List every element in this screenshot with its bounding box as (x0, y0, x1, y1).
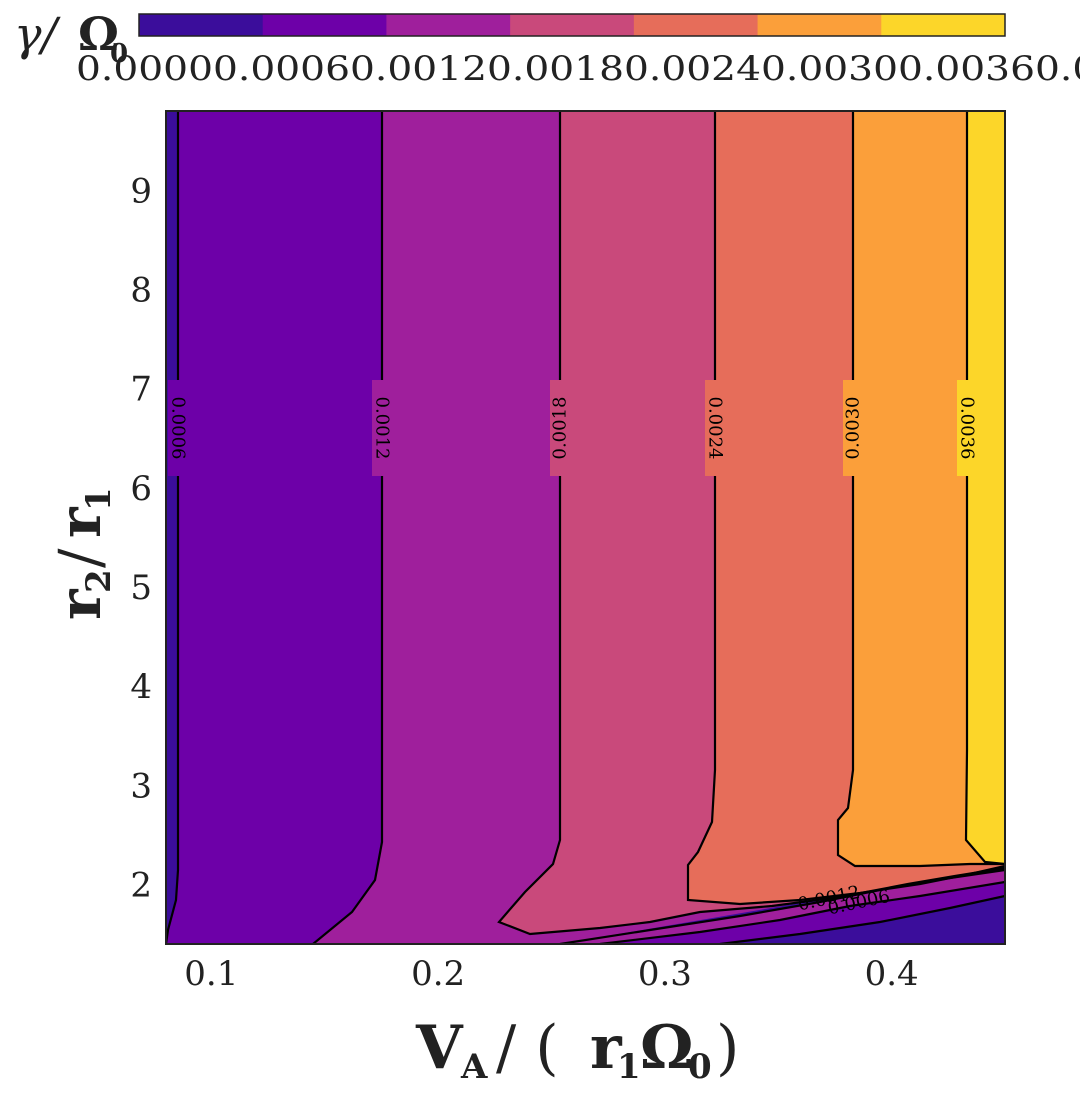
svg-text:0: 0 (110, 39, 128, 69)
colorbar-frame (138, 13, 1006, 37)
contour-label-bg (843, 380, 863, 476)
contour-label: 0.0036 (957, 397, 978, 460)
y-tick-label: 6 (130, 469, 152, 509)
svg-text:r: r (46, 506, 114, 538)
y-axis-label: r 2 / r 1 (46, 487, 119, 620)
svg-text:Ω: Ω (640, 1013, 693, 1083)
colorbar-segment (757, 14, 882, 36)
colorbar-tick-label: 0.0024 (624, 49, 761, 89)
region-level-2 (313, 111, 1005, 944)
contour-line (964, 111, 1005, 866)
contour-label-bg (168, 380, 188, 476)
x-axis-label: V A / ( r 1 Ω 0 ) (415, 1013, 739, 1087)
x-tick-label: 0.3 (638, 954, 692, 994)
colorbar (138, 13, 1006, 37)
region-level-3 (499, 111, 1005, 934)
region-level-4 (688, 111, 1005, 904)
colorbar-label: γ/ Ω 0 (14, 7, 128, 69)
contour-label-bg (372, 380, 392, 476)
colorbar-segment (510, 14, 635, 36)
colorbar-segment (386, 14, 511, 36)
contour-line (836, 111, 1005, 868)
y-tick-label: 3 (130, 766, 152, 806)
svg-text:1: 1 (617, 1047, 641, 1087)
svg-text:): ) (716, 1013, 739, 1083)
contour-lines (166, 111, 1005, 944)
contour-label: 0.0012 (372, 397, 393, 460)
contour-label: 0.0024 (705, 397, 726, 460)
svg-text:/: / (46, 548, 114, 568)
svg-text:V: V (415, 1013, 464, 1083)
y-tick-label: 9 (130, 171, 152, 211)
y-tick-label: 4 (130, 667, 152, 707)
contour-line (599, 880, 1005, 944)
colorbar-tick-label: 0.0030 (761, 49, 898, 89)
y-tick-label: 8 (130, 271, 152, 311)
region-strip (720, 896, 1005, 944)
y-tick-label: 5 (130, 568, 152, 608)
contour-label: 0.0018 (550, 397, 571, 460)
svg-text:r: r (590, 1013, 623, 1083)
contour-label-bg (957, 380, 977, 476)
contour-line (719, 894, 1005, 944)
x-tick-label: 0.4 (865, 954, 919, 994)
colorbar-tick-label: 0.0012 (350, 49, 487, 89)
contour-line (166, 111, 180, 944)
x-tick-label: 0.1 (184, 954, 238, 994)
x-tick-label: 0.2 (411, 954, 465, 994)
region-level-6 (966, 111, 1005, 864)
colorbar-tick-labels: 0.0000 0.0006 0.0012 0.0018 0.0024 0.0030 0.00… (76, 49, 1080, 89)
svg-text:A: A (460, 1047, 488, 1087)
plot-frame (165, 110, 1006, 945)
y-tick-label: 7 (130, 370, 152, 410)
svg-text:r: r (46, 588, 114, 620)
colorbar-segment (262, 14, 387, 36)
colorbar-tick-label: 0.0036 (898, 49, 1035, 89)
colorbar-tick-label: 0.0018 (487, 49, 624, 89)
contour-label: 0.0006 (168, 397, 189, 460)
colorbar-segment (881, 14, 1006, 36)
svg-text:2: 2 (79, 569, 119, 593)
region-level-1 (166, 111, 382, 944)
svg-text:0: 0 (688, 1047, 712, 1087)
svg-text:/ (: / ( (496, 1013, 559, 1083)
svg-text:Ω: Ω (78, 7, 119, 61)
colorbar-tick-label: 0.0006 (213, 49, 350, 89)
svg-text:1: 1 (79, 487, 119, 511)
colorbar-segment (139, 14, 264, 36)
contour-fill-regions (166, 111, 1005, 944)
contour-label-bg (705, 380, 725, 476)
contour-label-bg (550, 380, 570, 476)
svg-text:γ/: γ/ (14, 7, 61, 61)
colorbar-tick-label: 0.0000 (76, 49, 213, 89)
colorbar-segment (633, 14, 759, 36)
contour-label: 0.0030 (843, 397, 864, 460)
y-tick-labels: 2 3 4 5 6 7 8 9 (130, 171, 152, 905)
colorbar-tick-label: 0.0042 (1035, 49, 1080, 89)
region-level-5 (838, 111, 1005, 866)
contour-line (559, 868, 1005, 944)
y-tick-label: 2 (130, 866, 152, 906)
x-tick-labels: 0.1 0.2 0.3 0.4 (184, 954, 918, 994)
contour-line (312, 111, 384, 944)
